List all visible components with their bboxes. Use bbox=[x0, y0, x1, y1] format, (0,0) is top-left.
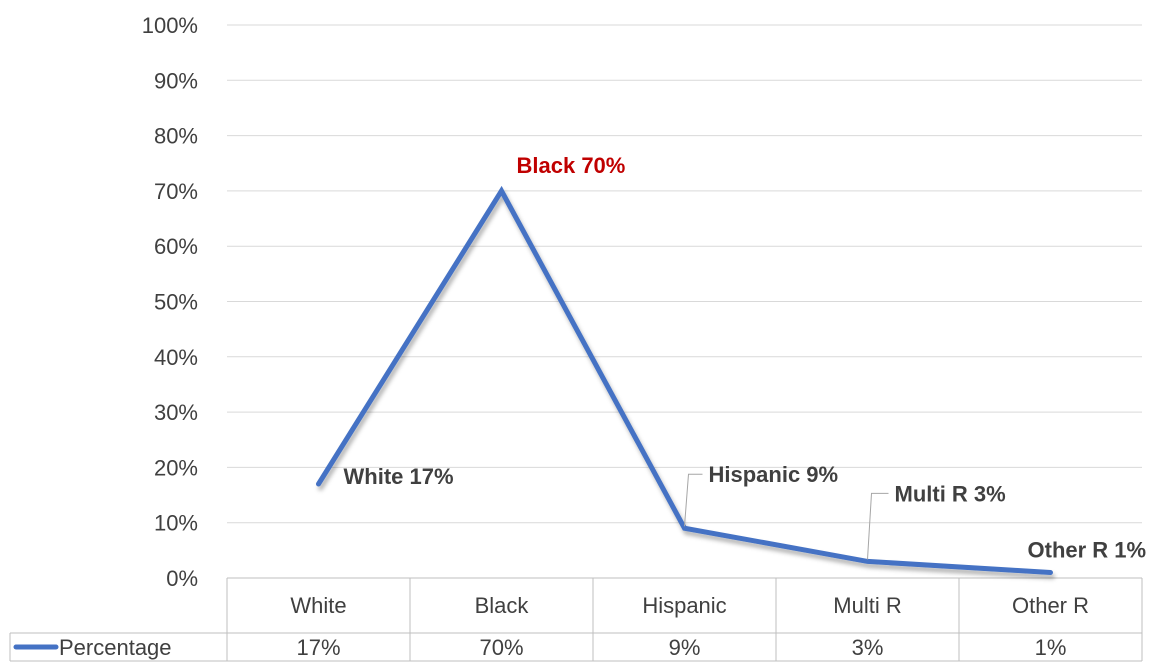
y-tick-label: 10% bbox=[154, 511, 198, 536]
table-value: 9% bbox=[669, 635, 701, 660]
leader-line bbox=[867, 492, 889, 560]
y-tick-label: 40% bbox=[154, 345, 198, 370]
data-label: Other R 1% bbox=[1028, 537, 1147, 562]
series-name: Percentage bbox=[59, 635, 172, 660]
data-label: Black 70% bbox=[517, 153, 626, 178]
data-label: Hispanic 9% bbox=[709, 462, 839, 487]
table-value: 70% bbox=[479, 635, 523, 660]
table-value: 17% bbox=[296, 635, 340, 660]
y-tick-label: 90% bbox=[154, 68, 198, 93]
category-label: Multi R bbox=[833, 593, 901, 618]
series-line-layer bbox=[316, 185, 1053, 575]
y-tick-label: 80% bbox=[154, 124, 198, 149]
y-tick-label: 0% bbox=[166, 566, 198, 591]
data-label: White 17% bbox=[344, 464, 454, 489]
data-labels: White 17% Black 70% Hispanic 9% Multi R 3% O… bbox=[344, 153, 1147, 563]
data-label: Multi R 3% bbox=[895, 481, 1006, 506]
category-label: Hispanic bbox=[642, 593, 726, 618]
label-leaders bbox=[684, 473, 889, 560]
y-tick-label: 30% bbox=[154, 400, 198, 425]
data-table: White Black Hispanic Multi R Other R Percenta… bbox=[9, 577, 1143, 662]
table-value: 3% bbox=[852, 635, 884, 660]
y-axis-ticks: 0% 10% 20% 30% 40% 50% 60% 70% 80% 90% 100% bbox=[142, 13, 198, 591]
category-label: White bbox=[290, 593, 346, 618]
y-tick-label: 100% bbox=[142, 13, 198, 38]
y-tick-label: 20% bbox=[154, 455, 198, 480]
y-tick-label: 70% bbox=[154, 179, 198, 204]
category-label: Other R bbox=[1012, 593, 1089, 618]
category-label: Black bbox=[475, 593, 530, 618]
y-tick-label: 50% bbox=[154, 290, 198, 315]
gridlines bbox=[227, 24, 1142, 524]
leader-line bbox=[684, 473, 703, 527]
y-tick-label: 60% bbox=[154, 234, 198, 259]
series-line-percentage bbox=[316, 185, 1053, 575]
table-value: 1% bbox=[1035, 635, 1067, 660]
